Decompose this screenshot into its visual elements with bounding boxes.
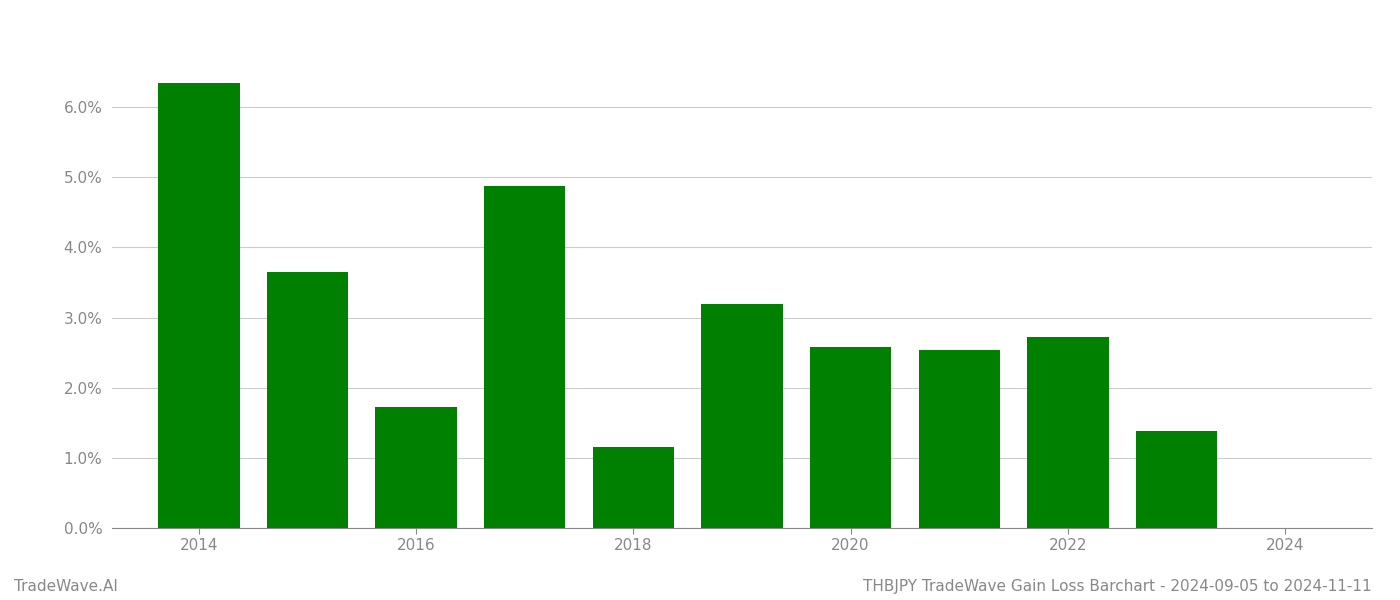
Bar (267, 272, 349, 528)
Bar (484, 186, 566, 528)
Bar (1135, 431, 1217, 528)
Text: THBJPY TradeWave Gain Loss Barchart - 2024-09-05 to 2024-11-11: THBJPY TradeWave Gain Loss Barchart - 20… (864, 579, 1372, 594)
Bar (809, 347, 892, 528)
Bar (701, 304, 783, 528)
Bar (158, 83, 239, 528)
Text: TradeWave.AI: TradeWave.AI (14, 579, 118, 594)
Bar (1028, 337, 1109, 528)
Bar (375, 407, 456, 528)
Bar (918, 350, 1000, 528)
Bar (592, 448, 675, 528)
